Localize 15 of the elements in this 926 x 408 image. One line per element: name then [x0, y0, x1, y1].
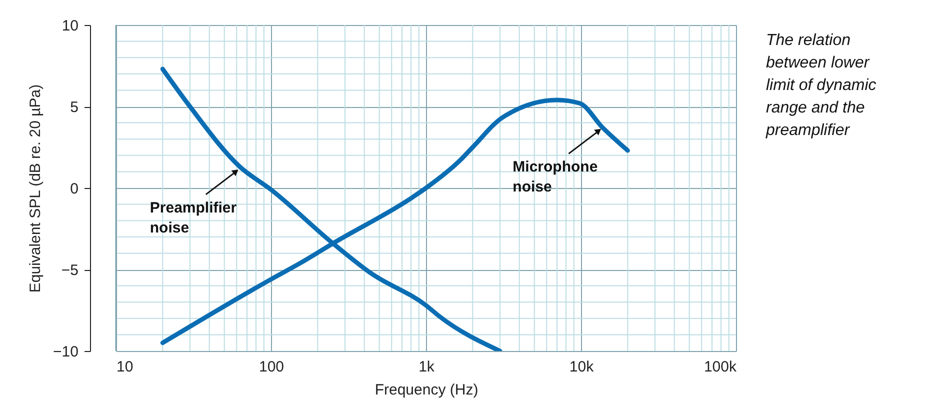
y-tick-label: −10: [53, 344, 78, 360]
y-axis-title: Equivalent SPL (dB re. 20 µPa): [27, 84, 44, 293]
annotation: Microphone noise: [512, 158, 598, 196]
annotation: Preamplifier noise: [150, 199, 237, 236]
y-tick-label: 5: [70, 99, 78, 116]
x-axis-title: Frequency (Hz): [374, 382, 478, 398]
text: The relation between lower limit of dynamic range and the preamplifier: [765, 32, 876, 139]
x-tick-label: 100k: [704, 358, 737, 376]
y-tick-label: 0: [70, 180, 78, 198]
x-tick-label: 100: [258, 358, 284, 376]
y-tick-label: −5: [61, 262, 78, 279]
x-tick-label: 10k: [569, 358, 594, 376]
x-tick-label: 1k: [418, 358, 435, 376]
x-tick-label: 10: [116, 358, 134, 376]
y-tick-label: 10: [62, 18, 78, 34]
